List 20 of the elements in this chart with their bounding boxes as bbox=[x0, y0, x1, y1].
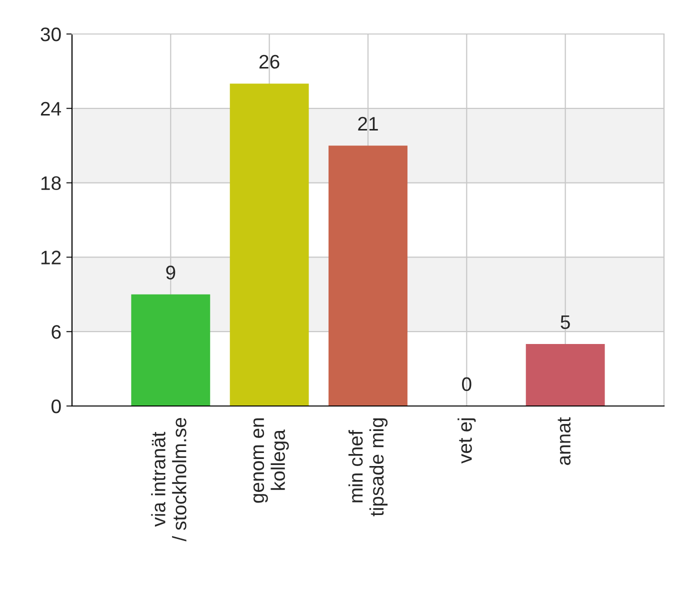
y-tick-label: 12 bbox=[41, 250, 61, 264]
x-tick-label: via intranät / stockholm.se bbox=[151, 418, 186, 542]
y-tick-label: 18 bbox=[41, 176, 61, 190]
x-tick-label: min chef tipsade mig bbox=[348, 418, 388, 516]
data-label: 5 bbox=[560, 315, 570, 330]
y-tick-label: 30 bbox=[40, 27, 61, 42]
x-tick-label: annat bbox=[558, 417, 571, 465]
bar bbox=[328, 146, 408, 406]
data-label: 26 bbox=[260, 54, 280, 69]
data-label: 21 bbox=[358, 116, 378, 130]
y-tick-label: 6 bbox=[52, 325, 61, 339]
y-tick-label: 0 bbox=[52, 399, 61, 414]
x-tick-label: vet ej bbox=[458, 418, 476, 464]
x-tick-label: genom en kollega bbox=[253, 418, 289, 503]
data-label: 9 bbox=[166, 266, 176, 280]
bar bbox=[131, 294, 210, 406]
y-tick-label: 24 bbox=[40, 102, 62, 116]
bar bbox=[526, 344, 605, 406]
data-label: 0 bbox=[462, 377, 472, 392]
bar bbox=[230, 84, 309, 406]
